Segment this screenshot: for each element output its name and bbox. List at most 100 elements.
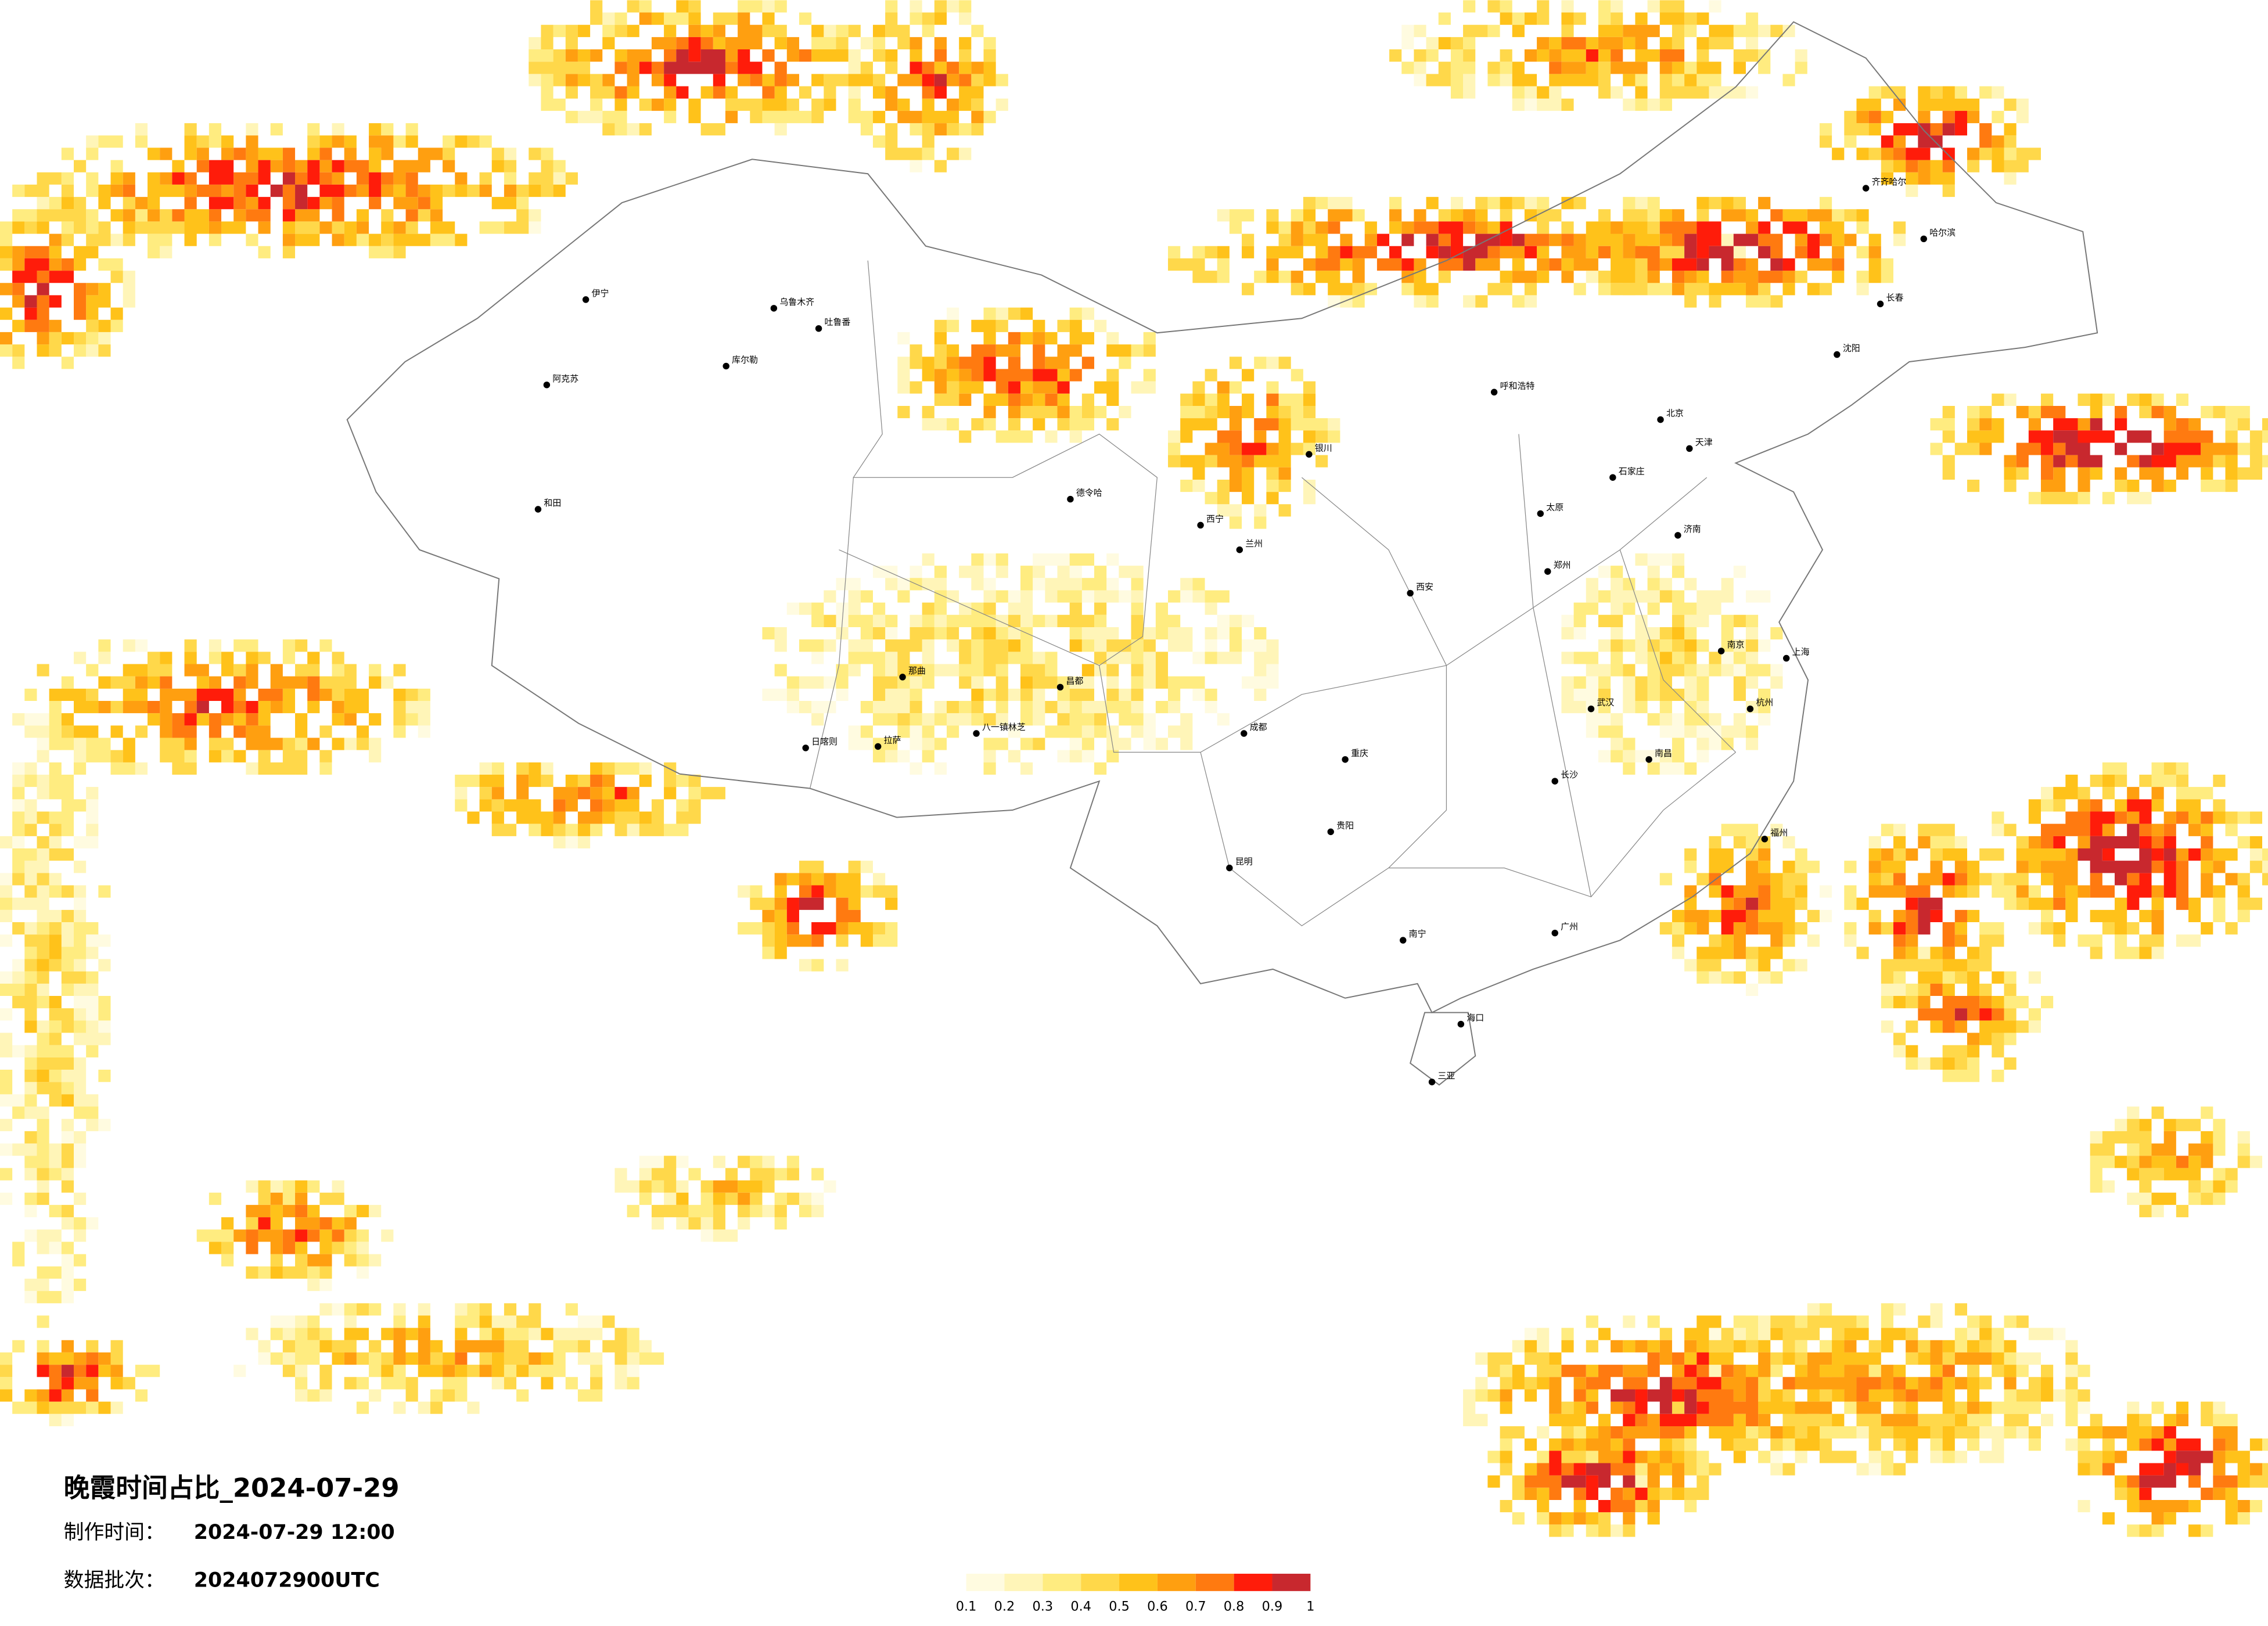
city-dot xyxy=(1920,235,1928,243)
city-label: 日喀则 xyxy=(811,736,838,747)
heat-layer xyxy=(0,0,2268,1537)
city-dot xyxy=(1327,828,1334,836)
city-label: 哈尔滨 xyxy=(1929,227,1956,238)
map-title: 晚霞时间占比_2024-07-29 xyxy=(64,1473,400,1503)
city-dot xyxy=(1342,756,1349,763)
city-label: 长沙 xyxy=(1561,769,1578,780)
city-dot xyxy=(1407,589,1414,597)
city-dot xyxy=(874,743,882,750)
city-dot xyxy=(1457,1020,1465,1028)
city-label: 杭州 xyxy=(1756,697,1773,708)
legend: 0.1 0.2 0.3 0.4 0.5 0.6 0.7 0.8 0.9 1 xyxy=(956,1573,1314,1614)
city-dot xyxy=(1717,647,1725,654)
city-label: 拉萨 xyxy=(884,735,901,745)
city-dot xyxy=(1537,510,1544,517)
city-label: 海口 xyxy=(1467,1013,1484,1023)
legend-tick-label: 0.4 xyxy=(1070,1599,1091,1614)
city-label: 三亚 xyxy=(1437,1070,1455,1081)
city-dot xyxy=(802,744,809,751)
city-label: 银川 xyxy=(1315,443,1332,453)
city-dot xyxy=(1674,532,1681,539)
legend-tick-label: 0.1 xyxy=(956,1599,977,1614)
city-dot xyxy=(815,325,822,332)
city-label: 齐齐哈尔 xyxy=(1872,177,1907,187)
island-outline xyxy=(1410,1012,1476,1086)
city-dot xyxy=(1428,1078,1436,1085)
city-label: 武汉 xyxy=(1597,697,1614,708)
city-dot xyxy=(1657,416,1664,423)
legend-swatch xyxy=(1234,1573,1273,1591)
city-dot xyxy=(1686,445,1693,452)
city-dot xyxy=(1645,756,1652,763)
city-dot xyxy=(1877,300,1884,308)
legend-tick-label: 0.7 xyxy=(1185,1599,1206,1614)
city-label: 天津 xyxy=(1695,437,1713,447)
city-label: 成都 xyxy=(1250,722,1267,732)
city-dot xyxy=(1241,730,1248,737)
city-dot xyxy=(1306,451,1313,458)
city-label: 北京 xyxy=(1666,408,1684,419)
city-label: 兰州 xyxy=(1245,538,1263,549)
city-label: 西安 xyxy=(1416,581,1433,592)
city-dot xyxy=(973,730,980,737)
legend-tick-label: 0.8 xyxy=(1224,1599,1245,1614)
city-dot xyxy=(1834,351,1841,358)
city-dot xyxy=(1056,684,1064,691)
city-label: 德令哈 xyxy=(1076,488,1102,498)
legend-swatch xyxy=(1081,1573,1120,1591)
city-dot xyxy=(1587,705,1595,713)
city-dot xyxy=(1197,521,1204,529)
legend-tick-label: 0.5 xyxy=(1109,1599,1130,1614)
city-dot xyxy=(899,674,906,681)
city-dot xyxy=(582,296,590,303)
legend-swatch xyxy=(1004,1573,1043,1591)
city-label: 长春 xyxy=(1886,292,1904,303)
city-dot xyxy=(1551,778,1558,785)
legend-tick-label: 1 xyxy=(1306,1599,1314,1614)
city-label: 南宁 xyxy=(1409,929,1426,939)
legend-tick-label: 0.3 xyxy=(1033,1599,1054,1614)
city-dot xyxy=(1862,185,1870,192)
city-label: 吐鲁番 xyxy=(825,317,851,328)
city-dot xyxy=(1236,546,1243,553)
legend-swatch xyxy=(1157,1573,1196,1591)
city-dot xyxy=(1551,929,1558,937)
city-label: 伊宁 xyxy=(592,288,609,298)
production-time-label: 制作时间： xyxy=(64,1521,165,1544)
data-batch-label: 数据批次： xyxy=(64,1569,165,1592)
city-label: 石家庄 xyxy=(1619,466,1645,476)
city-dot xyxy=(1782,654,1790,662)
city-label: 重庆 xyxy=(1351,748,1368,758)
heat-cells xyxy=(12,37,2238,1513)
city-label: 贵阳 xyxy=(1336,820,1354,830)
city-dot xyxy=(1761,836,1769,843)
city-label: 郑州 xyxy=(1554,560,1571,570)
city-label: 广州 xyxy=(1561,922,1578,932)
city-label: 福州 xyxy=(1770,828,1788,838)
legend-swatch xyxy=(1272,1573,1311,1591)
data-batch-value: 2024072900UTC xyxy=(194,1569,380,1592)
city-label: 昌都 xyxy=(1066,675,1083,686)
city-label: 八一镇林芝 xyxy=(982,722,1026,732)
city-dot xyxy=(1399,937,1407,944)
city-dot xyxy=(1226,864,1233,872)
city-label: 昆明 xyxy=(1235,857,1253,867)
city-label: 乌鲁木齐 xyxy=(779,297,814,307)
city-label: 阿克苏 xyxy=(552,373,578,384)
city-label: 南昌 xyxy=(1655,748,1672,758)
city-label: 库尔勒 xyxy=(732,354,758,365)
legend-swatch xyxy=(1043,1573,1081,1591)
city-label: 南京 xyxy=(1727,639,1745,650)
city-label: 那曲 xyxy=(908,665,926,676)
city-label: 济南 xyxy=(1684,524,1701,534)
country-outline xyxy=(346,21,2098,1014)
city-dot xyxy=(534,506,542,513)
city-dot xyxy=(1746,705,1754,713)
legend-tick-label: 0.6 xyxy=(1147,1599,1168,1614)
city-dot xyxy=(1609,474,1616,481)
city-dot xyxy=(1067,495,1074,503)
legend-swatch xyxy=(966,1573,1005,1591)
province-borders xyxy=(810,260,1736,927)
